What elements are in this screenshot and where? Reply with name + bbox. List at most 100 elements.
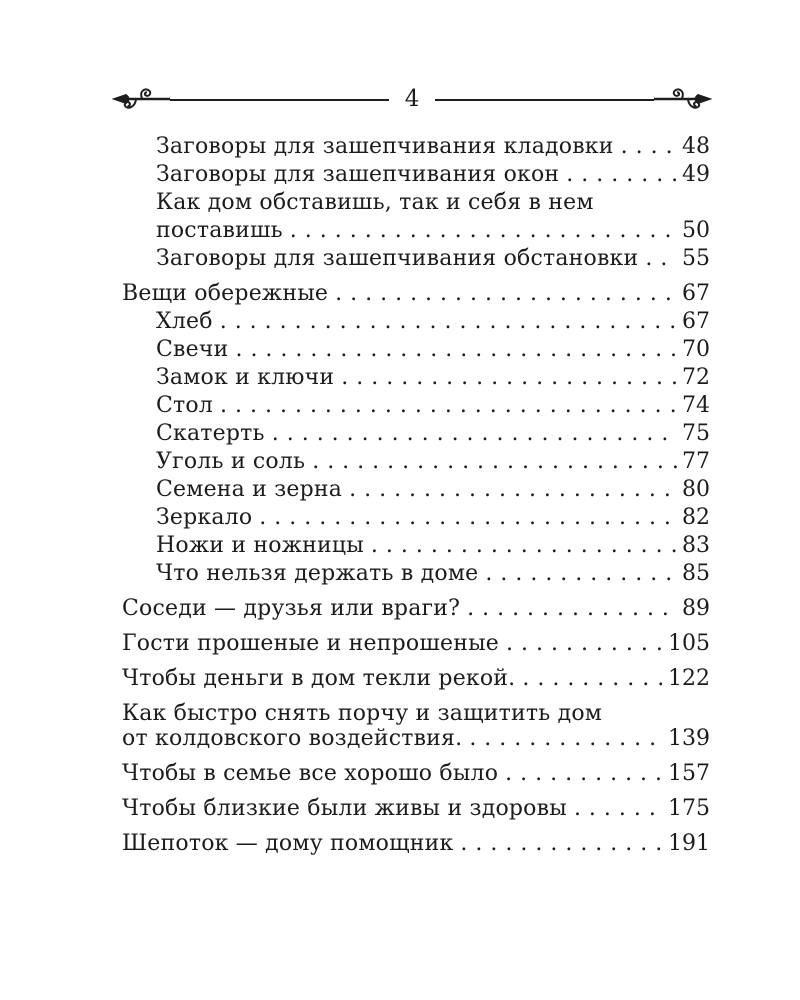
dot-leader — [506, 630, 663, 658]
toc-entry-page: 48 — [682, 134, 710, 159]
toc-entry-page: 55 — [682, 246, 710, 271]
running-head: 4 — [112, 86, 713, 112]
toc-entry: Гости прошеные и непрошеные 105 — [122, 630, 710, 658]
dot-leader — [220, 308, 677, 336]
dot-leader — [566, 161, 677, 189]
toc-entry-page: 67 — [682, 309, 710, 334]
toc-entry: поставишь 50 — [122, 217, 710, 245]
dot-leader — [467, 595, 677, 623]
toc-entry-page: 89 — [682, 596, 710, 621]
toc-entry-label: Чтобы в семье все хорошо было — [122, 761, 499, 786]
toc-entry: Замок и ключи 72 — [122, 364, 710, 392]
toc-entry: Стол 74 — [122, 392, 710, 420]
toc-entry: Заговоры для зашепчивания обстановки 55 — [122, 245, 710, 273]
toc-entry-label: Замок и ключи — [156, 365, 335, 390]
dot-leader — [574, 795, 663, 823]
toc-entry: Чтобы близкие были живы и здоровы 175 — [122, 795, 710, 823]
toc-entry-page: 82 — [682, 505, 710, 530]
page-number: 4 — [404, 86, 420, 112]
toc-entry: Соседи — друзья или враги? 89 — [122, 595, 710, 623]
toc-entry-label: Семена и зерна — [156, 477, 343, 502]
toc-entry: от колдовского воздействия. 139 — [122, 725, 710, 753]
toc-entry-page: 122 — [668, 666, 710, 691]
toc-entry-page: 49 — [682, 162, 710, 187]
toc-entry: Свечи 70 — [122, 336, 710, 364]
toc-entry-page: 139 — [668, 726, 710, 751]
toc-entry-page: 77 — [682, 449, 710, 474]
toc-entry-page: 85 — [682, 561, 710, 586]
toc-entry: Заговоры для зашепчивания кладовки 48 — [122, 133, 710, 161]
dot-leader — [505, 760, 663, 788]
toc-entry-page: 157 — [668, 761, 710, 786]
toc-entry-page: 70 — [682, 337, 710, 362]
toc-entry-label: Чтобы деньги в дом текли рекой. — [122, 666, 516, 691]
dot-leader — [235, 336, 677, 364]
dot-leader — [469, 725, 663, 753]
toc-entry-page: 175 — [668, 796, 710, 821]
toc-entry-label: Заговоры для зашепчивания обстановки — [156, 246, 639, 271]
toc-entry-page: 83 — [682, 533, 710, 558]
toc-entry-page: 191 — [668, 831, 710, 856]
toc-entry: Ножи и ножницы 83 — [122, 532, 710, 560]
dot-leader — [349, 476, 677, 504]
flourish-right-icon — [654, 88, 713, 109]
dot-leader — [621, 133, 677, 161]
toc-entry-page: 80 — [682, 477, 710, 502]
toc-entry: Вещи обережные 67 — [122, 280, 710, 308]
toc-entry-label: Стол — [156, 393, 214, 418]
dot-leader — [290, 217, 677, 245]
toc-entry-label: Заговоры для зашепчивания окон — [156, 162, 560, 187]
toc-list: Заговоры для зашепчивания кладовки 48 За… — [122, 133, 710, 858]
dot-leader — [341, 364, 677, 392]
dot-leader — [371, 532, 677, 560]
dot-leader — [220, 392, 677, 420]
head-rule-left — [170, 98, 389, 101]
toc-entry-page: 74 — [682, 393, 710, 418]
toc-entry-label: Чтобы близкие были живы и здоровы — [122, 796, 567, 821]
dot-leader — [522, 665, 663, 693]
toc-entry: Чтобы в семье все хорошо было 157 — [122, 760, 710, 788]
toc-entry-label: от колдовского воздействия. — [122, 726, 463, 751]
flourish-left-icon — [112, 88, 170, 109]
dot-leader — [335, 280, 677, 308]
toc-entry: Уголь и соль 77 — [122, 448, 710, 476]
dot-leader — [312, 448, 677, 476]
dot-leader — [645, 245, 677, 273]
toc-entry-label: поставишь — [156, 218, 283, 243]
toc-entry-page: 67 — [682, 281, 710, 306]
dot-leader — [259, 504, 677, 532]
toc-entry-label: Хлеб — [156, 309, 213, 334]
toc-entry: Скатерть 75 — [122, 420, 710, 448]
toc-entry-page: 105 — [668, 631, 710, 656]
dot-leader — [485, 560, 677, 588]
toc-entry-label: Что нельзя держать в доме — [156, 561, 479, 586]
toc-entry-page: 72 — [682, 365, 710, 390]
toc-entry-label: Ножи и ножницы — [156, 533, 364, 558]
toc-entry-label: Как дом обставишь, так и себя в нем — [156, 190, 594, 215]
toc-entry-label: Соседи — друзья или враги? — [122, 596, 461, 621]
dot-leader — [460, 830, 663, 858]
toc-entry-label: Гости прошеные и непрошеные — [122, 631, 500, 656]
dot-leader — [272, 420, 677, 448]
toc-entry-label: Свечи — [156, 337, 229, 362]
toc-entry-label: Скатерть — [156, 421, 265, 446]
toc-entry: Чтобы деньги в дом текли рекой. 122 — [122, 665, 710, 693]
toc-entry-label: Заговоры для зашепчивания кладовки — [156, 134, 614, 159]
toc-entry: Шепоток — дому помощник 191 — [122, 830, 710, 858]
toc-entry: Как быстро снять порчу и защитить дом — [122, 700, 710, 728]
toc-entry-label: Вещи обережные — [122, 281, 329, 306]
toc-entry: Хлеб 67 — [122, 308, 710, 336]
toc-entry-label: Шепоток — дому помощник — [122, 831, 454, 856]
toc-entry: Что нельзя держать в доме 85 — [122, 560, 710, 588]
toc-entry-label: Как быстро снять порчу и защитить дом — [122, 701, 603, 726]
toc-entry: Семена и зерна 80 — [122, 476, 710, 504]
toc-entry-page: 75 — [682, 421, 710, 446]
head-rule-right — [435, 98, 655, 101]
toc-entry-label: Зеркало — [156, 505, 253, 530]
toc-entry-label: Уголь и соль — [156, 449, 306, 474]
toc-entry: Как дом обставишь, так и себя в нем — [122, 189, 710, 217]
toc-entry: Зеркало 82 — [122, 504, 710, 532]
toc-entry-page: 50 — [682, 218, 710, 243]
toc-entry: Заговоры для зашепчивания окон 49 — [122, 161, 710, 189]
